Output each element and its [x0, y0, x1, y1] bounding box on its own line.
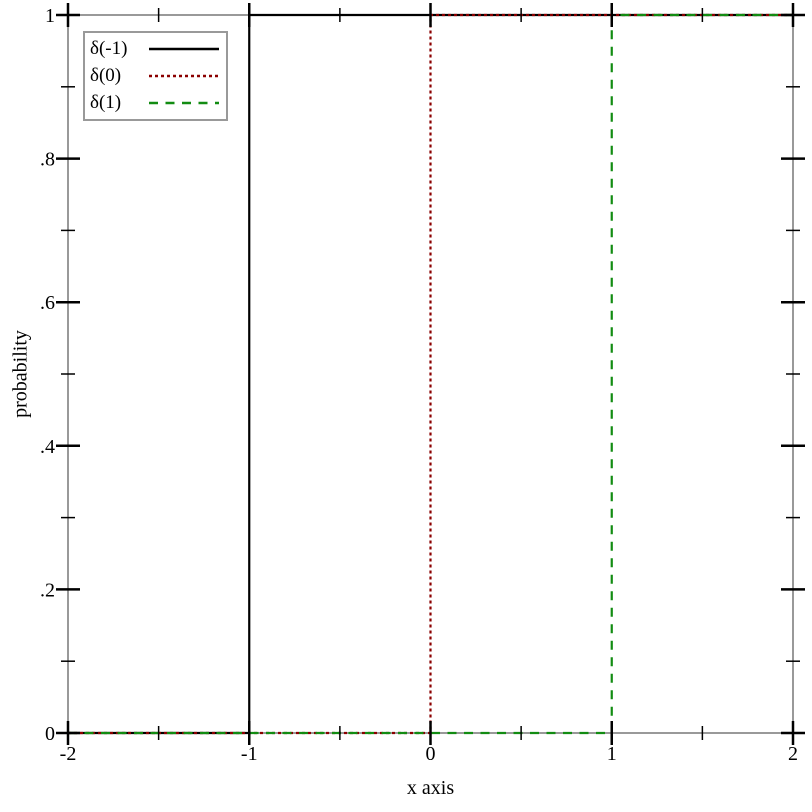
legend-label: δ(1) [90, 92, 122, 114]
axis-ticks [56, 3, 805, 745]
x-tick-label: 1 [607, 743, 617, 765]
legend-line-sample-solid [149, 47, 219, 50]
y-tick-label: .6 [40, 292, 55, 314]
series-lines [68, 13, 793, 735]
x-tick-label: 2 [788, 743, 798, 765]
x-tick-label: -1 [241, 743, 258, 765]
legend-line-sample-dotted [149, 74, 219, 78]
x-axis-title: x axis [406, 777, 455, 799]
series-line-1 [68, 13, 793, 735]
legend-item: δ(0) [90, 65, 221, 87]
x-tick-label: -2 [60, 743, 77, 765]
tick-labels: -2 -1 0 1 2 0 .2 .4 .6 .8 1 [40, 5, 798, 765]
legend-line-sample-dashed [149, 102, 219, 105]
legend: δ(-1) δ(0) δ(1) [83, 31, 228, 121]
legend-item: δ(1) [90, 92, 221, 114]
y-tick-label: .2 [40, 579, 55, 601]
y-tick-label: .4 [40, 436, 55, 458]
y-axis-title: probability [9, 330, 32, 418]
legend-item: δ(-1) [90, 38, 221, 60]
x-tick-label: 0 [426, 743, 436, 765]
legend-label: δ(0) [90, 64, 122, 86]
y-tick-label: .8 [40, 149, 55, 171]
y-tick-label: 1 [45, 5, 55, 27]
legend-label: δ(-1) [90, 37, 128, 59]
y-tick-label: 0 [45, 723, 55, 745]
